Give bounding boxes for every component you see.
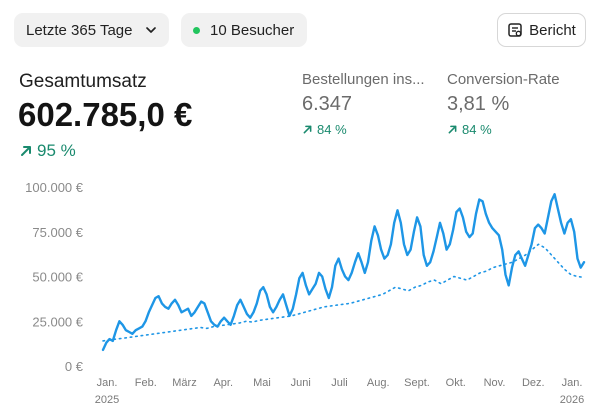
y-tick-label: 25.000 € <box>32 314 83 329</box>
x-tick-label: März <box>172 377 196 389</box>
total-revenue-label: Gesamtumsatz <box>19 71 147 92</box>
total-revenue-change-value: 95 % <box>37 141 76 160</box>
conversion-rate-value: 3,81 % <box>447 93 510 115</box>
x-tick-label: Jan. <box>97 377 118 389</box>
x-tick-label: Feb. <box>135 377 157 389</box>
arrow-up-right-icon <box>303 125 312 134</box>
total-revenue-change: 95 % <box>19 141 76 161</box>
y-tick-label: 100.000 € <box>25 180 84 195</box>
report-icon <box>508 23 522 37</box>
visitors-label: 10 Besucher <box>210 21 295 39</box>
conversion-rate-change: 84 % <box>447 122 492 137</box>
x-tick-label: Sept. <box>404 377 430 389</box>
orders-value: 6.347 <box>302 93 353 115</box>
report-label: Bericht <box>529 21 576 39</box>
y-tick-label: 50.000 € <box>32 270 83 285</box>
x-tick-label: Juni <box>291 377 311 389</box>
date-range-dropdown[interactable]: Letzte 365 Tage <box>14 13 169 47</box>
chevron-down-icon <box>146 27 156 33</box>
x-tick-label: Jan. <box>562 377 583 389</box>
x-tick-label: Apr. <box>213 377 233 389</box>
y-tick-label: 75.000 € <box>32 225 83 240</box>
x-year-label: 2026 <box>560 394 584 406</box>
x-tick-label: Nov. <box>484 377 506 389</box>
arrow-up-right-icon <box>21 146 31 156</box>
x-tick-label: Juli <box>331 377 348 389</box>
orders-label: Bestellungen ins... <box>302 71 425 88</box>
live-status-dot <box>193 26 200 34</box>
orders-change: 84 % <box>302 122 347 137</box>
date-range-label: Letzte 365 Tage <box>26 21 133 39</box>
x-tick-label: Aug. <box>367 377 390 389</box>
x-tick-label: Mai <box>253 377 271 389</box>
x-year-label: 2025 <box>95 394 119 406</box>
report-button[interactable]: Bericht <box>497 13 586 47</box>
x-tick-label: Dez. <box>522 377 545 389</box>
x-tick-label: Okt. <box>446 377 466 389</box>
conversion-rate-change-value: 84 % <box>462 122 492 137</box>
visitors-badge[interactable]: 10 Besucher <box>181 13 307 47</box>
revenue-series-line <box>101 193 586 352</box>
conversion-rate-label: Conversion-Rate <box>447 71 560 88</box>
orders-change-value: 84 % <box>317 122 347 137</box>
arrow-up-right-icon <box>448 125 457 134</box>
comparison-series-line <box>102 243 585 342</box>
y-tick-label: 0 € <box>65 359 84 374</box>
total-revenue-value: 602.785,0 € <box>18 96 193 133</box>
